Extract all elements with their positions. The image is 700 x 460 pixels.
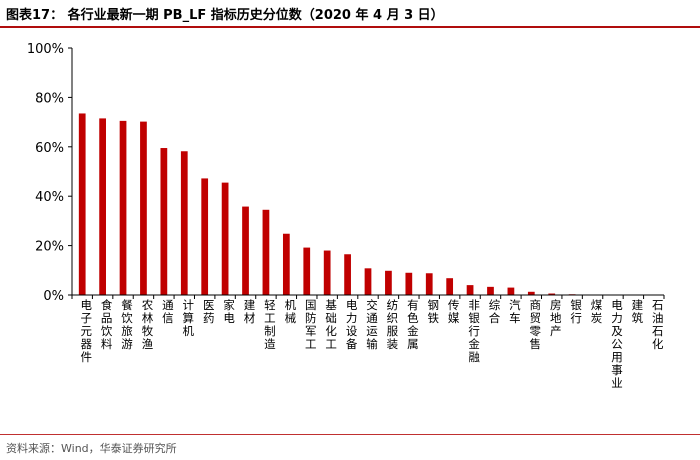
x-tick-label: 电力及公用事业	[611, 298, 623, 390]
bar	[140, 121, 147, 295]
bar	[425, 273, 433, 295]
bar	[160, 148, 168, 295]
bar	[242, 206, 249, 295]
bars	[78, 113, 658, 296]
bar	[262, 209, 270, 295]
source-note: 资料来源：Wind，华泰证券研究所	[6, 442, 177, 455]
bar	[405, 272, 413, 295]
x-tick-label: 非银行金融	[468, 298, 480, 364]
y-axis: 0% 20% 40% 60% 80% 100%	[27, 42, 73, 304]
x-tick-label: 基础化工	[325, 298, 337, 351]
x-tick-label: 轻工制造	[264, 298, 276, 351]
x-tick-label: 餐饮旅游	[121, 298, 133, 351]
bar	[548, 293, 556, 295]
x-tick-label: 建筑	[632, 298, 644, 325]
y-tick-label: 20%	[35, 240, 64, 255]
bar-chart: 0% 20% 40% 60% 80% 100% 电子元器件食品饮料餐饮旅游农林牧渔通信计算…	[27, 42, 665, 390]
x-tick-label: 国防军工	[305, 298, 317, 351]
bar	[364, 268, 372, 295]
x-tick-label: 纺织服装	[387, 298, 399, 351]
footer-rule	[0, 434, 700, 435]
x-tick-label: 机械	[285, 298, 297, 325]
x-tick-label: 建材	[244, 298, 256, 325]
x-tick-label: 传媒	[448, 298, 460, 325]
bar	[119, 120, 127, 296]
bar	[180, 151, 188, 295]
x-tick-label: 钢铁	[427, 298, 439, 325]
bar	[323, 250, 331, 295]
bar	[507, 287, 515, 295]
x-tick-label: 综合	[489, 298, 501, 325]
bar	[487, 286, 494, 295]
bar	[78, 113, 86, 296]
x-tick-label: 煤炭	[591, 298, 603, 325]
bar	[282, 233, 290, 295]
y-tick-label: 100%	[27, 42, 64, 57]
x-tick-label: 通信	[162, 298, 174, 325]
x-axis: 电子元器件食品饮料餐饮旅游农林牧渔通信计算机医药家电建材轻工制造机械国防军工基础…	[71, 294, 665, 390]
x-tick-label: 汽车	[509, 298, 521, 325]
y-tick-label: 40%	[35, 190, 64, 205]
bar	[221, 182, 229, 295]
x-tick-label: 医药	[203, 298, 215, 325]
title-rule	[0, 26, 700, 28]
bar	[303, 247, 311, 295]
x-tick-label: 计算机	[183, 298, 195, 338]
y-tick-label: 80%	[35, 91, 64, 106]
x-tick-label: 银行	[570, 298, 582, 325]
bar	[466, 285, 474, 295]
x-tick-label: 家电	[223, 298, 235, 325]
bar	[201, 178, 209, 295]
x-tick-label: 商贸零售	[530, 298, 542, 351]
x-tick-label: 食品饮料	[101, 298, 113, 351]
x-tick-label: 石油石化	[652, 298, 664, 351]
bar	[385, 270, 392, 295]
y-tick-label: 60%	[35, 141, 64, 156]
x-tick-label: 电子元器件	[80, 298, 92, 364]
x-tick-label: 电力设备	[346, 298, 358, 351]
x-tick-label: 农林牧渔	[142, 298, 154, 351]
x-tick-label: 有色金属	[407, 298, 419, 351]
bar	[344, 254, 351, 295]
bar	[446, 278, 454, 295]
bar	[527, 291, 535, 295]
y-tick-label: 0%	[43, 289, 64, 304]
x-tick-label: 交通运输	[366, 298, 378, 351]
x-tick-label: 房地产	[550, 298, 562, 338]
chart-title: 图表17： 各行业最新一期 PB_LF 指标历史分位数（2020 年 4 月 3…	[6, 8, 444, 23]
chart-header: 图表17： 各行业最新一期 PB_LF 指标历史分位数（2020 年 4 月 3…	[0, 0, 700, 26]
bar	[99, 118, 106, 296]
